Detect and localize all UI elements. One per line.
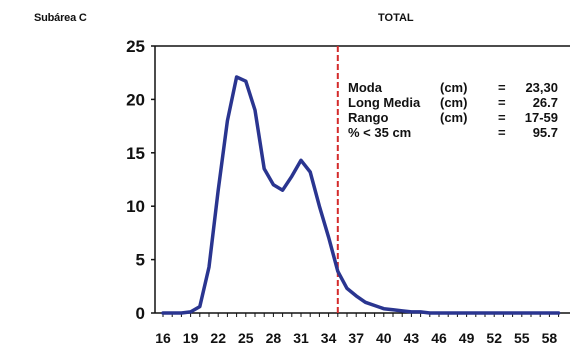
x-tick-label: 34 xyxy=(321,330,337,346)
y-tick-label: 5 xyxy=(136,251,145,270)
y-tick-label: 10 xyxy=(126,197,145,216)
y-tick-label: 15 xyxy=(126,144,145,163)
stat-label: % < 35 cm xyxy=(348,125,412,140)
y-tick-label: 0 xyxy=(136,304,145,323)
x-tick-label: 22 xyxy=(210,330,226,346)
stat-row-moda: Moda (cm) = 23,30 xyxy=(348,80,558,95)
y-ticks: 0 5 10 15 20 25 xyxy=(126,37,155,323)
stat-label: Moda xyxy=(348,80,382,95)
stat-row-long-media: Long Media (cm) = 26.7 xyxy=(348,95,558,110)
y-tick-label: 20 xyxy=(126,90,145,109)
x-tick-label: 49 xyxy=(459,330,475,346)
stat-label: Rango xyxy=(348,110,389,125)
stat-value: 17-59 xyxy=(524,110,558,125)
stat-equals: = xyxy=(498,80,506,95)
stat-row-percent-under-35: % < 35 cm = 95.7 xyxy=(348,125,558,140)
x-tick-label: 58 xyxy=(542,330,558,346)
stat-value: 95.7 xyxy=(532,125,558,140)
x-tick-label: 31 xyxy=(293,330,309,346)
stat-equals: = xyxy=(498,125,506,140)
stat-value: 26.7 xyxy=(532,95,558,110)
chart-title: TOTAL xyxy=(378,12,414,24)
stat-unit: (cm) xyxy=(440,80,468,95)
stats-box: Moda (cm) = 23,30 Long Media (cm) = 26.7… xyxy=(348,80,558,140)
x-tick-label: 28 xyxy=(266,330,282,346)
x-ticks: 16 19 22 25 28 31 34 37 40 43 46 49 52 55 58 xyxy=(155,313,560,346)
x-tick-label: 16 xyxy=(155,330,171,346)
series-line xyxy=(161,75,561,315)
stat-unit: (cm) xyxy=(440,110,468,125)
y-tick-label: 25 xyxy=(126,37,145,56)
stat-equals: = xyxy=(498,95,506,110)
x-tick-label: 43 xyxy=(404,330,420,346)
x-tick-label: 52 xyxy=(486,330,502,346)
x-tick-label: 37 xyxy=(348,330,364,346)
x-tick-label: 25 xyxy=(238,330,254,346)
stat-value: 23,30 xyxy=(525,80,558,95)
stat-row-rango: Rango (cm) = 17-59 xyxy=(348,110,558,125)
stat-label: Long Media xyxy=(348,95,421,110)
x-tick-label: 55 xyxy=(514,330,530,346)
x-tick-label: 19 xyxy=(183,330,199,346)
subarea-label: Subárea C xyxy=(34,12,87,24)
stat-equals: = xyxy=(498,110,506,125)
stat-unit: (cm) xyxy=(440,95,468,110)
x-tick-label: 46 xyxy=(431,330,447,346)
x-tick-label: 40 xyxy=(376,330,392,346)
